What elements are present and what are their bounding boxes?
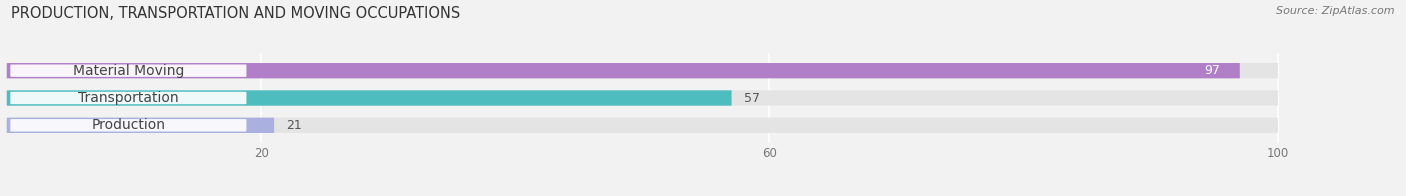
Text: Production: Production — [91, 118, 166, 132]
FancyBboxPatch shape — [7, 90, 731, 106]
FancyBboxPatch shape — [7, 63, 1240, 78]
FancyBboxPatch shape — [7, 118, 274, 133]
FancyBboxPatch shape — [7, 63, 1278, 78]
FancyBboxPatch shape — [7, 90, 1278, 106]
Text: Transportation: Transportation — [79, 91, 179, 105]
FancyBboxPatch shape — [7, 118, 1278, 133]
Text: Source: ZipAtlas.com: Source: ZipAtlas.com — [1277, 6, 1395, 16]
Text: Material Moving: Material Moving — [73, 64, 184, 78]
Text: 21: 21 — [287, 119, 302, 132]
FancyBboxPatch shape — [10, 92, 246, 104]
Text: 57: 57 — [744, 92, 761, 104]
FancyBboxPatch shape — [10, 119, 246, 132]
FancyBboxPatch shape — [10, 64, 246, 77]
Text: 97: 97 — [1205, 64, 1220, 77]
Text: PRODUCTION, TRANSPORTATION AND MOVING OCCUPATIONS: PRODUCTION, TRANSPORTATION AND MOVING OC… — [11, 6, 461, 21]
